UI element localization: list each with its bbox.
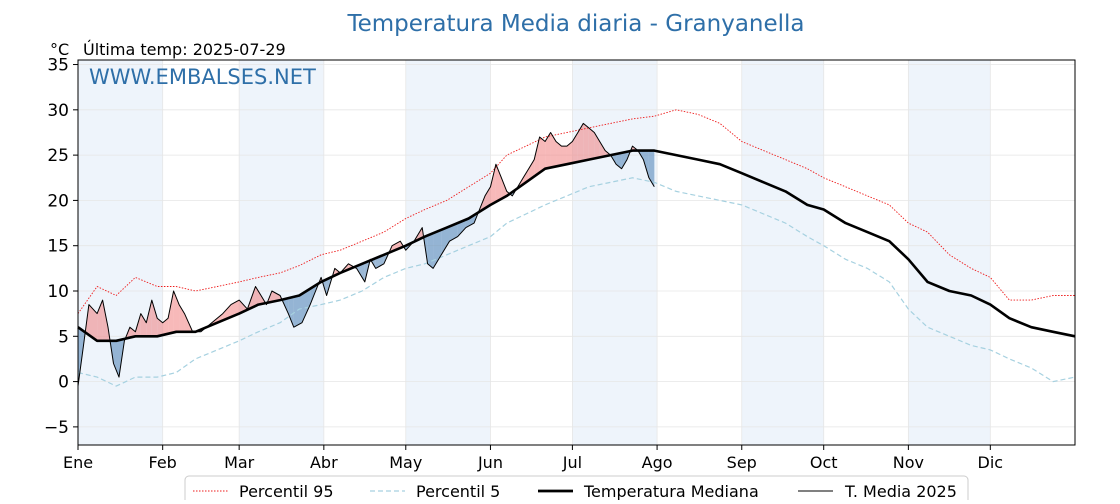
x-tick-label-sep: Sep	[727, 453, 757, 472]
last-temp-label: Última temp: 2025-07-29	[83, 40, 286, 59]
month-band-mar	[239, 60, 324, 445]
legend-label-median: Temperatura Mediana	[583, 482, 759, 500]
y-tick-label: −5	[44, 418, 69, 438]
y-tick-label: 0	[58, 373, 69, 393]
month-band-nov	[908, 60, 990, 445]
x-tick-label-may: May	[389, 453, 422, 472]
anomaly-above-area	[561, 146, 566, 165]
x-tick-label-jul: Jul	[562, 453, 582, 472]
y-tick-label: 35	[47, 56, 69, 76]
x-tick-label-dic: Dic	[978, 453, 1004, 472]
y-tick-label: 10	[47, 282, 69, 302]
month-band-ene	[78, 60, 163, 445]
x-tick-label-oct: Oct	[810, 453, 838, 472]
month-band-sep	[742, 60, 824, 445]
anomaly-above-area	[540, 137, 545, 173]
x-tick-label-nov: Nov	[893, 453, 924, 472]
y-tick-label: 5	[58, 327, 69, 347]
y-tick-label: 15	[47, 237, 69, 257]
y-tick-label: 30	[47, 101, 69, 121]
x-tick-label-ago: Ago	[642, 453, 673, 472]
y-tick-label: 25	[47, 146, 69, 166]
y-axis: −5 0 5 10 15 20 25 30 35	[44, 56, 78, 438]
x-tick-label-mar: Mar	[224, 453, 255, 472]
x-tick-label-jun: Jun	[477, 453, 503, 472]
legend-label-p5: Percentil 5	[416, 482, 500, 500]
anomaly-above-area	[589, 128, 594, 160]
y-tick-label: 20	[47, 191, 69, 211]
chart-title: Temperatura Media diaria - Granyanella	[346, 11, 804, 37]
watermark: WWW.EMBALSES.NET	[89, 65, 316, 89]
month-band-may	[406, 60, 491, 445]
anomaly-below-area	[428, 233, 433, 268]
legend-label-2025: T. Media 2025	[844, 482, 957, 500]
x-tick-label-abr: Abr	[310, 453, 338, 472]
legend-label-p95: Percentil 95	[239, 482, 334, 500]
month-shading	[78, 60, 990, 445]
x-axis: Ene Feb Mar Abr May Jun Jul Ago Sep Oct Nov Dic	[63, 445, 1003, 472]
x-tick-label-feb: Feb	[149, 453, 177, 472]
x-tick-label-ene: Ene	[63, 453, 93, 472]
legend: Percentil 95 Percentil 5 Temperatura Med…	[185, 476, 968, 500]
